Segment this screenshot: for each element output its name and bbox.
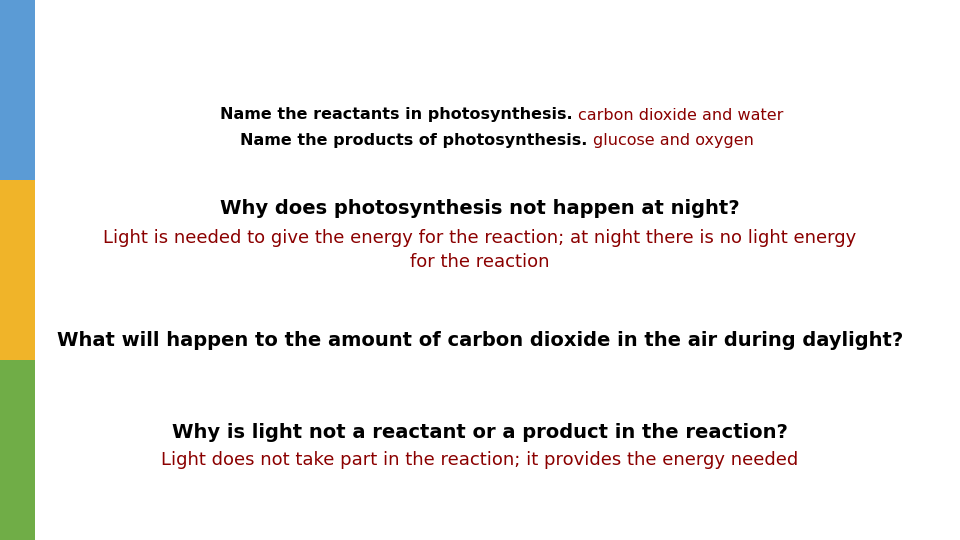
Text: Light does not take part in the reaction; it provides the energy needed: Light does not take part in the reaction… (161, 451, 799, 469)
Text: Light is needed to give the energy for the reaction; at night there is no light : Light is needed to give the energy for t… (104, 229, 856, 247)
Text: carbon dioxide and water: carbon dioxide and water (578, 107, 783, 123)
Text: What will happen to the amount of carbon dioxide in the air during daylight?: What will happen to the amount of carbon… (57, 330, 903, 349)
Text: Why is light not a reactant or a product in the reaction?: Why is light not a reactant or a product… (172, 422, 788, 442)
Text: for the reaction: for the reaction (410, 253, 550, 271)
Bar (0, 360, 35, 540)
Text: Why does photosynthesis not happen at night?: Why does photosynthesis not happen at ni… (220, 199, 740, 218)
Text: Name the reactants in photosynthesis.: Name the reactants in photosynthesis. (220, 107, 578, 123)
Text: Name the products of photosynthesis.: Name the products of photosynthesis. (240, 132, 593, 147)
Bar (0, 180, 35, 360)
Text: glucose and oxygen: glucose and oxygen (593, 132, 754, 147)
Bar (0, 0, 35, 180)
